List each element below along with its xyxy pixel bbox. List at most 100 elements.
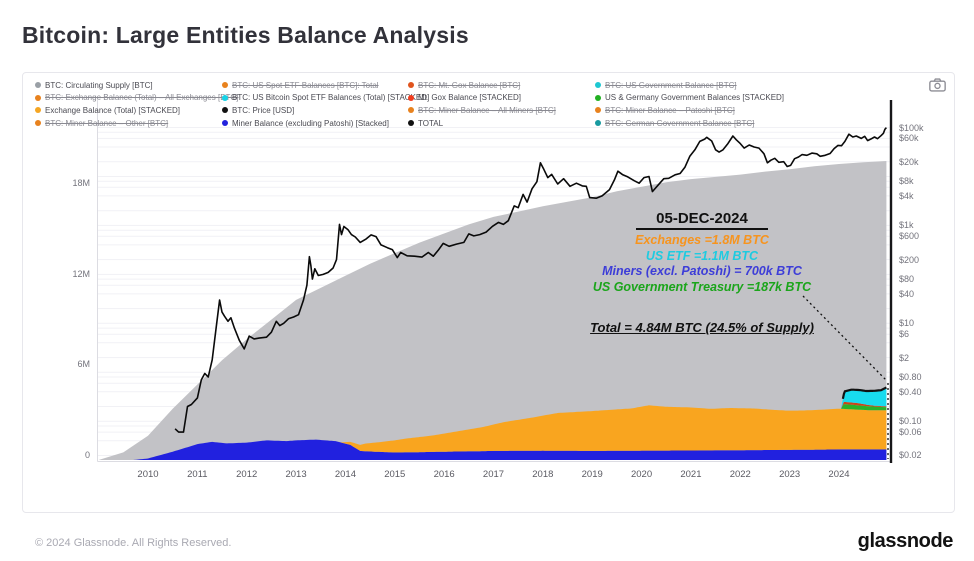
legend-dot-icon — [222, 94, 228, 101]
legend-item-label: BTC: Miner Balance – All Miners [BTC] — [418, 105, 556, 115]
legend-dot-icon — [35, 107, 41, 114]
legend-item[interactable]: BTC: US Spot ETF Balances [BTC]: Total — [222, 79, 429, 92]
legend-item-label: BTC: Mt. Gox Balance [BTC] — [418, 80, 521, 90]
legend-dot-icon — [408, 107, 414, 114]
legend-item[interactable]: BTC: Circulating Supply [BTC] — [35, 79, 238, 92]
year-label: 2017 — [482, 469, 505, 480]
year-label: 2015 — [384, 469, 406, 480]
legend-item[interactable]: Mt. Gox Balance [STACKED] — [408, 92, 556, 105]
tick-label: $600 — [899, 231, 920, 242]
legend-item[interactable]: BTC: Miner Balance – All Miners [BTC] — [408, 104, 556, 117]
legend-item[interactable]: Miner Balance (excluding Patoshi) [Stack… — [222, 117, 429, 130]
legend-item[interactable]: BTC: US Government Balance [BTC] — [595, 79, 784, 92]
tick-label: $0.40 — [899, 386, 922, 397]
tick-label: $0.10 — [899, 416, 922, 427]
annotation-date: 05-DEC-2024 — [636, 210, 768, 230]
tick-label: $10 — [899, 318, 915, 329]
legend-column-4: BTC: US Government Balance [BTC] US & Ger… — [595, 79, 784, 129]
year-label: 2024 — [828, 469, 850, 480]
legend-item[interactable]: TOTAL — [408, 117, 556, 130]
year-label: 2016 — [433, 469, 455, 480]
legend-dot-icon — [408, 94, 414, 101]
legend-item-label: TOTAL — [418, 118, 444, 128]
legend-item[interactable]: BTC: German Government Balance [BTC] — [595, 117, 784, 130]
legend-item-label: BTC: US Government Balance [BTC] — [605, 80, 737, 90]
legend-item-label: BTC: German Government Balance [BTC] — [605, 118, 755, 128]
year-label: 2018 — [532, 469, 554, 480]
year-label: 2023 — [779, 469, 801, 480]
year-label: 2010 — [137, 469, 159, 480]
annotation-line: US Government Treasury =187k BTC — [592, 279, 812, 294]
legend-dot-icon — [595, 82, 601, 89]
tick-label: $0.80 — [899, 372, 922, 383]
tick-label: $4k — [899, 190, 914, 201]
legend-item-label: BTC: Circulating Supply [BTC] — [45, 80, 153, 90]
year-label: 2014 — [334, 469, 356, 480]
brand-wordmark: glassnode — [857, 530, 954, 552]
legend-dot-icon — [595, 94, 601, 101]
legend-item[interactable]: BTC: Mt. Gox Balance [BTC] — [408, 79, 556, 92]
legend-dot-icon — [222, 82, 228, 89]
year-label: 2013 — [285, 469, 307, 480]
year-label: 2022 — [729, 469, 751, 480]
legend-dot-icon — [595, 120, 601, 127]
camera-icon[interactable] — [929, 78, 946, 92]
tick-label: 6M — [77, 359, 90, 370]
legend-item-label: Mt. Gox Balance [STACKED] — [418, 93, 521, 103]
legend-dot-icon — [222, 107, 228, 114]
legend-item-label: BTC: Price [USD] — [232, 105, 295, 115]
annotation-line: Miners (excl. Patoshi) = 700k BTC — [602, 264, 802, 279]
annotation-lines: Exchanges =1.8M BTC US ETF =1.1M BTC Miner… — [588, 233, 816, 295]
legend-item-label: BTC: Exchange Balance (Total) – All Exch… — [45, 93, 239, 103]
legend-item[interactable]: BTC: Miner Balance – Patoshi [BTC] — [595, 104, 784, 117]
tick-label: $0.02 — [899, 450, 922, 461]
tick-label: $0.06 — [899, 427, 922, 438]
legend-column-3: BTC: Mt. Gox Balance [BTC] Mt. Gox Balanc… — [408, 79, 556, 129]
legend-item[interactable]: BTC: US Bitcoin Spot ETF Balances (Total… — [222, 92, 429, 105]
legend-item-label: BTC: Miner Balance – Other [BTC] — [45, 118, 169, 128]
tick-label: $40 — [899, 288, 915, 299]
legend-item-label: BTC: US Spot ETF Balances [BTC]: Total — [232, 80, 379, 90]
page-title: Bitcoin: Large Entities Balance Analysis — [22, 22, 469, 48]
year-label: 2020 — [630, 469, 653, 480]
year-label: 2011 — [187, 469, 208, 480]
annotation-line: Exchanges =1.8M BTC — [635, 233, 769, 247]
legend-item-label: Miner Balance (excluding Patoshi) [Stack… — [232, 118, 389, 128]
annotation-callout: 05-DEC-2024 Exchanges =1.8M BTC US ETF =1… — [588, 210, 816, 335]
legend-item[interactable]: BTC: Exchange Balance (Total) – All Exch… — [35, 92, 238, 105]
copyright-text: © 2024 Glassnode. All Rights Reserved. — [35, 537, 232, 549]
legend-dot-icon — [408, 120, 414, 127]
tick-label: 18M — [72, 178, 90, 189]
legend-dot-icon — [35, 94, 41, 101]
legend-column-1: BTC: Circulating Supply [BTC] BTC: Exchan… — [35, 79, 238, 129]
legend-dot-icon — [35, 120, 41, 127]
tick-label: $20k — [899, 156, 919, 167]
legend-item[interactable]: BTC: Miner Balance – Other [BTC] — [35, 117, 238, 130]
legend-column-2: BTC: US Spot ETF Balances [BTC]: Total BT… — [222, 79, 429, 129]
year-label: 2019 — [581, 469, 603, 480]
tick-label: $200 — [899, 254, 920, 265]
year-label: 2012 — [236, 469, 258, 480]
legend-item-label: US & Germany Government Balances [STACKE… — [605, 93, 785, 103]
legend-dot-icon — [35, 82, 41, 89]
year-label: 2021 — [680, 469, 702, 480]
legend-item-label: BTC: US Bitcoin Spot ETF Balances (Total… — [232, 93, 430, 103]
legend-dot-icon — [222, 120, 228, 127]
annotation-total: Total = 4.84M BTC (24.5% of Supply) — [590, 320, 814, 336]
legend-item[interactable]: Exchange Balance (Total) [STACKED] — [35, 104, 238, 117]
tick-label: $2 — [899, 352, 910, 363]
tick-label: $100k — [899, 122, 924, 133]
legend-item-label: Exchange Balance (Total) [STACKED] — [45, 105, 181, 115]
legend-item[interactable]: BTC: Price [USD] — [222, 104, 429, 117]
tick-label: 12M — [72, 268, 90, 279]
tick-label: $80 — [899, 274, 915, 285]
tick-label: $1k — [899, 220, 914, 231]
legend-item-label: BTC: Miner Balance – Patoshi [BTC] — [605, 105, 735, 115]
tick-label: 0 — [84, 450, 90, 460]
legend-item[interactable]: US & Germany Government Balances [STACKE… — [595, 92, 784, 105]
legend-dot-icon — [595, 107, 601, 114]
tick-label: $8k — [899, 176, 914, 187]
annotation-line: US ETF =1.1M BTC — [645, 248, 759, 263]
tick-label: $6 — [899, 329, 910, 340]
